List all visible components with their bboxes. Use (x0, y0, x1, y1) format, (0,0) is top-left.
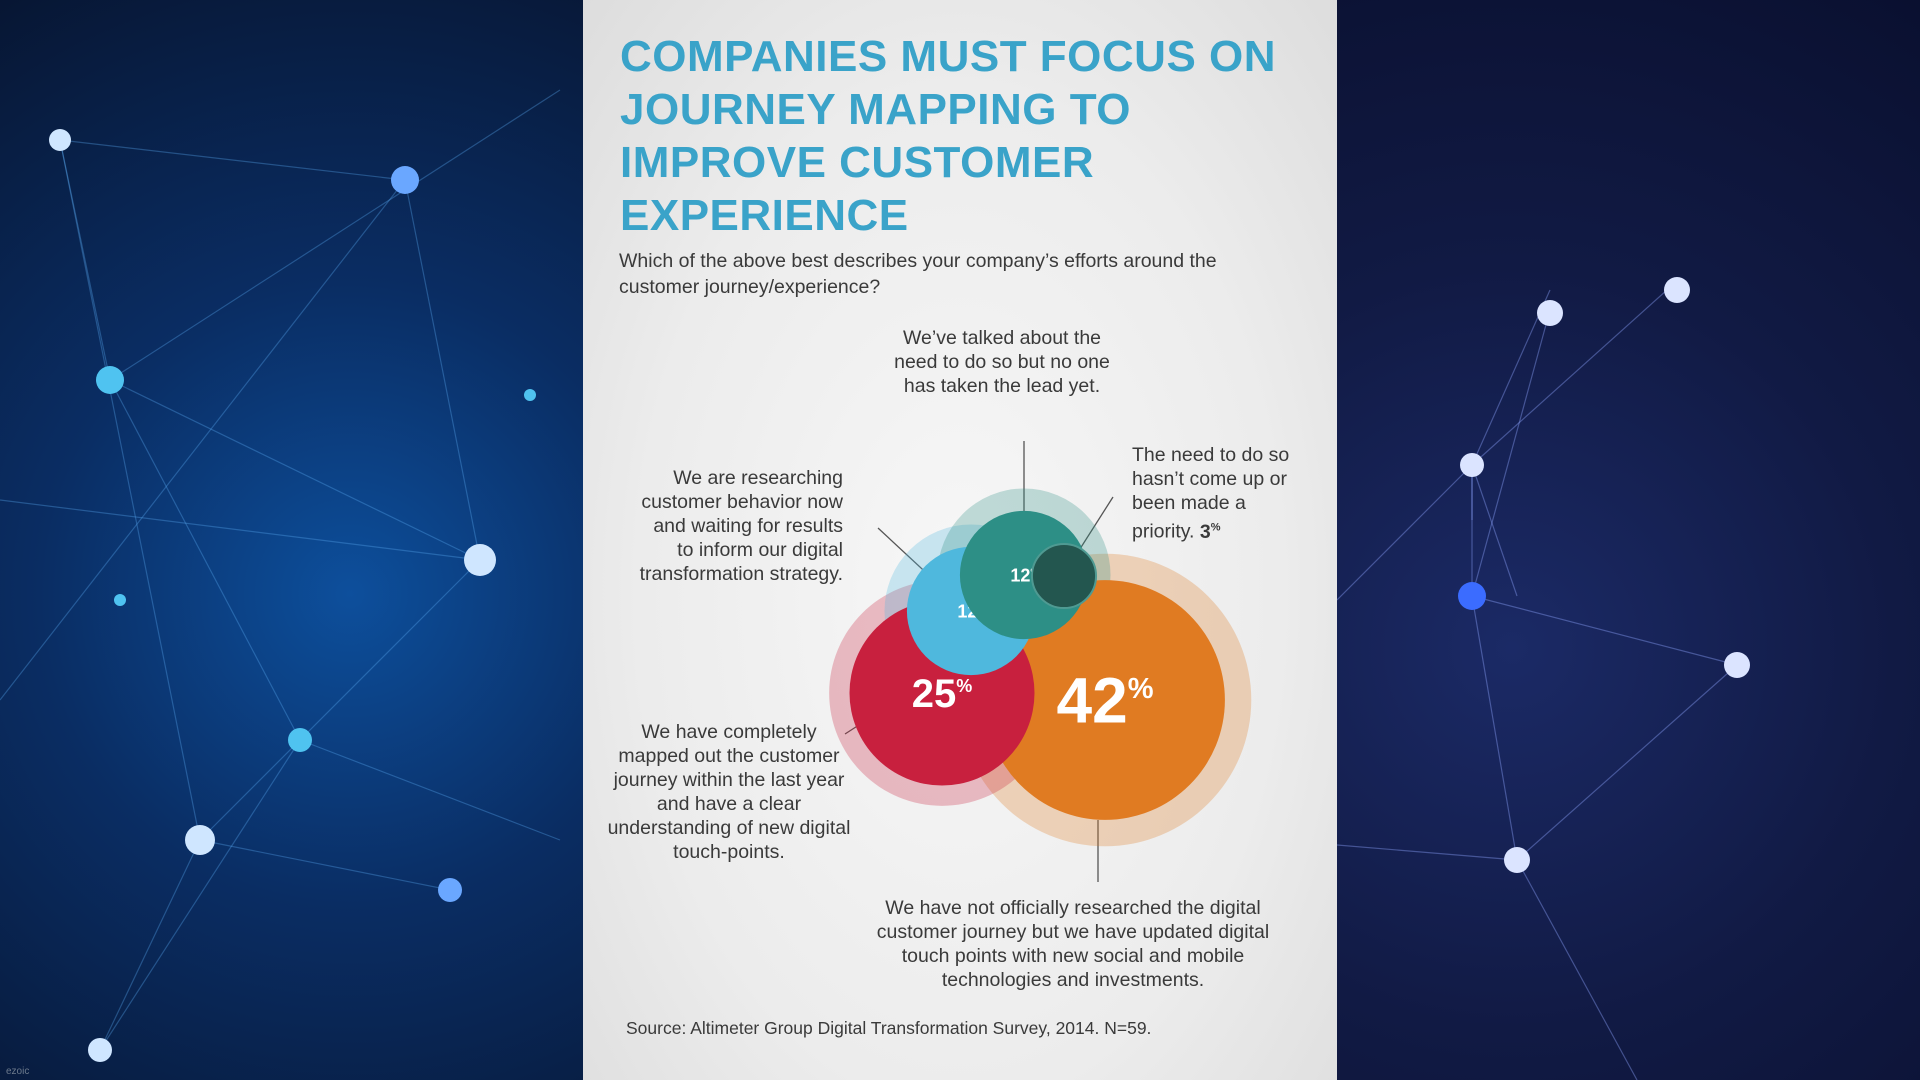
label-mapped-out: We have completely mapped out the custom… (605, 720, 853, 864)
background-network-right (1337, 0, 1920, 1080)
label-not-priority-text: The need to do so hasn’t come up or been… (1132, 444, 1290, 543)
network-graphic-left (0, 89, 561, 1062)
source-note: Source: Altimeter Group Digital Transfor… (626, 1018, 1152, 1038)
bubble-chart: 42%25%12%12% (829, 441, 1252, 882)
label-researching: We are researching customer behavior now… (633, 466, 843, 586)
label-not-priority-value: 3% (1199, 520, 1221, 543)
bubble-not-priority (1030, 542, 1098, 610)
label-not-priority: The need to do so hasn’t come up or been… (1132, 443, 1302, 544)
infographic-title: COMPANIES MUST FOCUS ON JOURNEY MAPPING … (620, 32, 1277, 240)
label-researching-text: We are researching customer behavior now… (639, 467, 843, 585)
infographic-panel: COMPANIES MUST FOCUS ON JOURNEY MAPPING … (583, 0, 1337, 1080)
survey-question: Which of the above best describes your c… (619, 250, 1217, 298)
label-not-researched: We have not officially researched the di… (863, 896, 1283, 992)
bubble-group: 42%25%12%12% (829, 488, 1252, 847)
background-network-left (0, 0, 583, 1080)
label-mapped-out-text: We have completely mapped out the custom… (607, 721, 851, 863)
label-talked-about: We’ve talked about the need to do so but… (893, 326, 1111, 398)
label-not-researched-text: We have not officially researched the di… (876, 897, 1270, 991)
label-talked-about-text: We’ve talked about the need to do so but… (894, 327, 1110, 397)
bubble-not-researched (985, 580, 1225, 820)
watermark: ezoic (6, 1066, 30, 1077)
network-graphic-right (1337, 277, 1750, 1080)
